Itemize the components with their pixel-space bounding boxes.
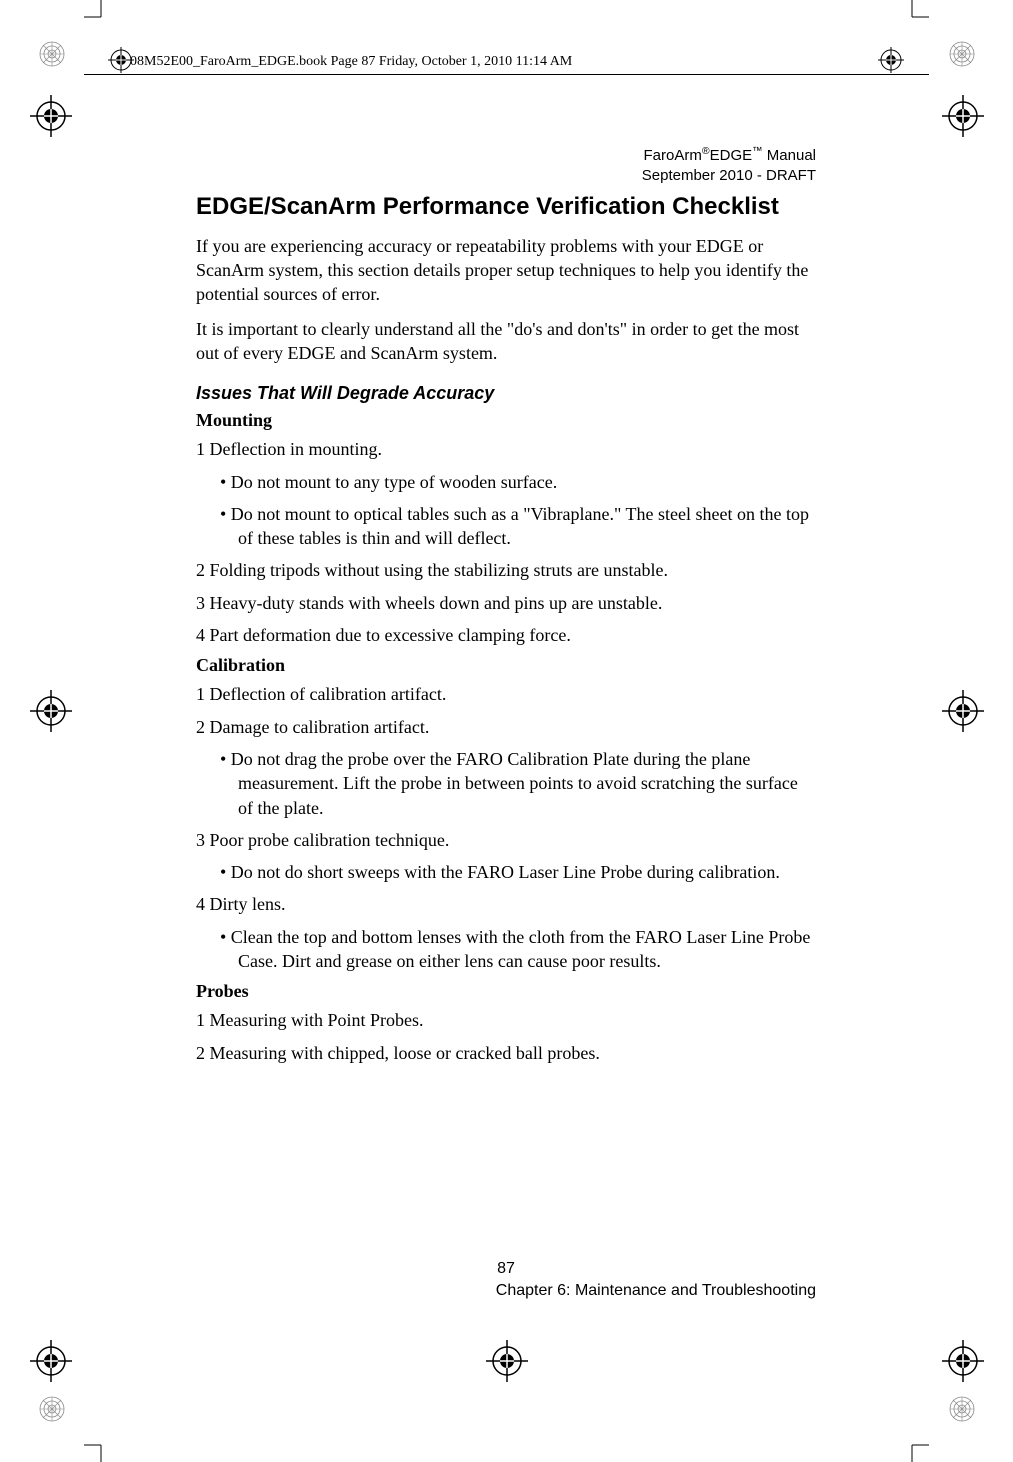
registration-mark-right [942,690,984,737]
mounting-heading: Mounting [196,410,816,431]
book-info: 08M52E00_FaroArm_EDGE.book Page 87 Frida… [130,54,929,70]
calibration-item-1: 1 Deflection of calibration artifact. [196,682,816,706]
registration-mark-bm [486,1340,528,1387]
page-content: FaroArm®EDGE™ Manual September 2010 - DR… [196,145,816,1073]
page-title: EDGE/ScanArm Performance Verification Ch… [196,193,816,222]
header-bar: 08M52E00_FaroArm_EDGE.book Page 87 Frida… [84,54,929,70]
crop-mark-tl [84,0,118,34]
calibration-item-4: 4 Dirty lens. [196,892,816,916]
intro-paragraph-1: If you are experiencing accuracy or repe… [196,234,816,307]
crop-mark-tr [895,0,929,34]
mounting-item-3: 3 Heavy-duty stands with wheels down and… [196,591,816,615]
probes-item-2: 2 Measuring with chipped, loose or crack… [196,1041,816,1065]
page-number: 87 [196,1260,816,1278]
manual-line2: September 2010 - DRAFT [642,167,816,184]
registration-mark-left [30,690,72,737]
manual-header: FaroArm®EDGE™ Manual September 2010 - DR… [196,145,816,185]
intro-paragraph-2: It is important to clearly understand al… [196,317,816,366]
calibration-item-3: 3 Poor probe calibration technique. [196,828,816,852]
probes-item-1: 1 Measuring with Point Probes. [196,1008,816,1032]
rosette-tr [948,40,976,73]
calibration-heading: Calibration [196,655,816,676]
registration-mark-br [942,1340,984,1387]
mounting-bullet-2: • Do not mount to optical tables such as… [220,502,816,551]
rosette-bl [38,1395,66,1428]
mounting-item-1: 1 Deflection in mounting. [196,437,816,461]
registration-mark-bl [30,1340,72,1387]
calibration-item-2: 2 Damage to calibration artifact. [196,715,816,739]
mounting-item-4: 4 Part deformation due to excessive clam… [196,623,816,647]
header-rule [84,74,929,75]
registration-mark-tl [30,95,72,142]
calibration-bullet-1: • Do not drag the probe over the FARO Ca… [220,747,816,820]
mounting-bullet-1: • Do not mount to any type of wooden sur… [220,470,816,494]
probes-heading: Probes [196,981,816,1002]
chapter-footer: Chapter 6: Maintenance and Troubleshooti… [196,1282,816,1300]
mounting-item-2: 2 Folding tripods without using the stab… [196,558,816,582]
rosette-tl [38,40,66,73]
calibration-bullet-2: • Do not do short sweeps with the FARO L… [220,860,816,884]
calibration-bullet-3: • Clean the top and bottom lenses with t… [220,925,816,974]
rosette-br [948,1395,976,1428]
crop-mark-br [895,1428,929,1462]
registration-mark-tr [942,95,984,142]
manual-line1: FaroArm®EDGE™ Manual [644,147,816,164]
issues-heading: Issues That Will Degrade Accuracy [196,383,816,404]
crop-mark-bl [84,1428,118,1462]
